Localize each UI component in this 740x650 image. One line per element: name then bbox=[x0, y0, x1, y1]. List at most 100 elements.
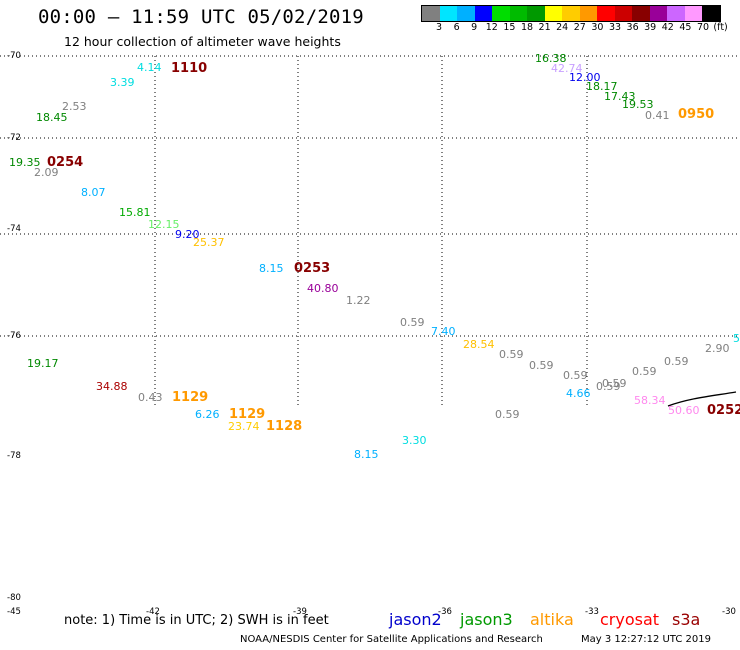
wave-height-label: 8.07 bbox=[81, 186, 106, 199]
lat-label: -80 bbox=[7, 593, 21, 603]
lon-label: -36 bbox=[438, 607, 452, 617]
wave-height-label: 9.20 bbox=[175, 228, 200, 241]
wave-height-label: 4.14 bbox=[137, 61, 162, 74]
wave-height-label: 16.38 bbox=[535, 52, 567, 65]
scale-swatch bbox=[474, 6, 492, 21]
footer-note: note: 1) Time is in UTC; 2) SWH is in fe… bbox=[64, 613, 329, 628]
wave-height-label: 12.00 bbox=[569, 71, 601, 84]
wave-height-label: 2.90 bbox=[705, 342, 730, 355]
satellite-legend-cryosat: cryosat bbox=[600, 610, 660, 629]
wave-height-label: 0.59 bbox=[499, 348, 524, 361]
scale-swatch bbox=[457, 6, 475, 21]
lon-label: -30 bbox=[722, 607, 736, 617]
scale-label: 42 bbox=[661, 22, 674, 33]
wave-height-label: 18.45 bbox=[36, 111, 68, 124]
scale-label: 24 bbox=[556, 22, 569, 33]
wave-height-label: 4.66 bbox=[566, 387, 591, 400]
satellite-legend-jason3: jason3 bbox=[460, 610, 513, 629]
wave-height-label: 2.09 bbox=[34, 166, 59, 179]
wave-height-label: 17.43 bbox=[604, 90, 636, 103]
scale-swatch bbox=[702, 6, 720, 21]
wave-height-label: 0.41 bbox=[645, 109, 670, 122]
lon-label: -45 bbox=[7, 607, 21, 617]
wave-height-label: 0.59 bbox=[563, 369, 588, 382]
pass-time-label: 1129 bbox=[229, 407, 266, 422]
lon-label: -39 bbox=[293, 607, 307, 617]
scale-swatch bbox=[667, 6, 685, 21]
lat-label: -76 bbox=[7, 331, 21, 341]
pass-time-label: 1128 bbox=[266, 419, 303, 434]
wave-height-label: 8.15 bbox=[259, 262, 284, 275]
wave-height-label: 19.35 bbox=[9, 156, 41, 169]
scale-swatch bbox=[422, 6, 440, 21]
graticule-grid bbox=[0, 55, 740, 406]
scale-swatch bbox=[649, 6, 667, 21]
wave-height-label: 1.22 bbox=[346, 294, 371, 307]
pass-time-label: 0950 bbox=[678, 107, 715, 122]
scale-label: 45 bbox=[679, 22, 692, 33]
wave-height-label: 0.43 bbox=[138, 391, 163, 404]
wave-height-label: 50.60 bbox=[668, 404, 700, 417]
wave-height-label: 0.59 bbox=[664, 355, 689, 368]
generated-timestamp: May 3 12:27:12 UTC 2019 bbox=[581, 634, 711, 645]
wave-height-label: 28.54 bbox=[463, 338, 495, 351]
scale-swatch bbox=[614, 6, 632, 21]
satellite-legend-jason2: jason2 bbox=[389, 610, 442, 629]
wave-height-label: 7.40 bbox=[431, 325, 456, 338]
wave-height-label: 8.15 bbox=[354, 448, 379, 461]
scale-label: 70 bbox=[696, 22, 710, 33]
scale-label: 30 bbox=[591, 22, 604, 33]
scale-swatch bbox=[632, 6, 650, 21]
wave-height-label: 5 bbox=[733, 332, 740, 345]
wave-height-label: 25.37 bbox=[193, 236, 225, 249]
lat-label: -72 bbox=[7, 133, 21, 143]
wave-height-label: 0.59 bbox=[400, 316, 425, 329]
wave-height-label: 2.53 bbox=[62, 100, 87, 113]
scale-label: 39 bbox=[644, 22, 657, 33]
page-subtitle: 12 hour collection of altimeter wave hei… bbox=[64, 34, 341, 49]
scale-swatch bbox=[509, 6, 527, 21]
wave-height-label: 3.39 bbox=[110, 76, 135, 89]
scale-label: 6 bbox=[453, 22, 460, 33]
satellite-legend-s3a: s3a bbox=[672, 610, 701, 629]
scale-swatch bbox=[527, 6, 545, 21]
lat-label: -78 bbox=[7, 451, 21, 461]
scale-label: 12 bbox=[485, 22, 498, 33]
lat-label: -70 bbox=[7, 51, 21, 61]
wave-height-label: 0.59 bbox=[602, 377, 627, 390]
wave-height-label: 0.59 bbox=[632, 365, 657, 378]
wave-height-label: 12.15 bbox=[148, 218, 180, 231]
wave-height-label: 42.74 bbox=[551, 62, 583, 75]
pass-time-label: 0254 bbox=[47, 155, 84, 170]
scale-swatch bbox=[597, 6, 615, 21]
lat-label: -74 bbox=[7, 224, 21, 234]
wave-height-label: 58.34 bbox=[634, 394, 666, 407]
scale-label: 33 bbox=[608, 22, 622, 33]
scale-label: 3 bbox=[435, 22, 443, 33]
scale-label: 18 bbox=[520, 22, 534, 33]
color-scale-bar bbox=[421, 5, 721, 22]
pass-time-label: 1129 bbox=[172, 390, 209, 405]
page-title: 00:00 – 11:59 UTC 05/02/2019 bbox=[38, 6, 364, 28]
wave-height-label: 0.59 bbox=[529, 359, 554, 372]
scale-label: 15 bbox=[503, 22, 516, 33]
wave-height-label: 34.88 bbox=[96, 380, 128, 393]
scale-swatch bbox=[492, 6, 510, 21]
pass-time-label: 1110 bbox=[171, 61, 208, 76]
wave-height-label: 6.26 bbox=[195, 408, 220, 421]
scale-swatch bbox=[562, 6, 580, 21]
wave-height-label: 23.74 bbox=[228, 420, 260, 433]
scale-swatch bbox=[579, 6, 597, 21]
scale-label: 27 bbox=[573, 22, 586, 33]
scale-label: 9 bbox=[471, 22, 478, 33]
wave-height-label: 19.53 bbox=[622, 98, 654, 111]
satellite-legend-altika: altika bbox=[530, 610, 574, 629]
scale-label: (ft) bbox=[713, 22, 728, 33]
scale-label: 36 bbox=[626, 22, 639, 33]
lon-label: -42 bbox=[146, 607, 160, 617]
pass-time-label: 0252 bbox=[707, 403, 740, 418]
wave-height-label: 15.81 bbox=[119, 206, 151, 219]
scale-label: 21 bbox=[538, 22, 551, 33]
scale-swatch bbox=[439, 6, 457, 21]
pass-time-label: 0253 bbox=[294, 261, 331, 276]
